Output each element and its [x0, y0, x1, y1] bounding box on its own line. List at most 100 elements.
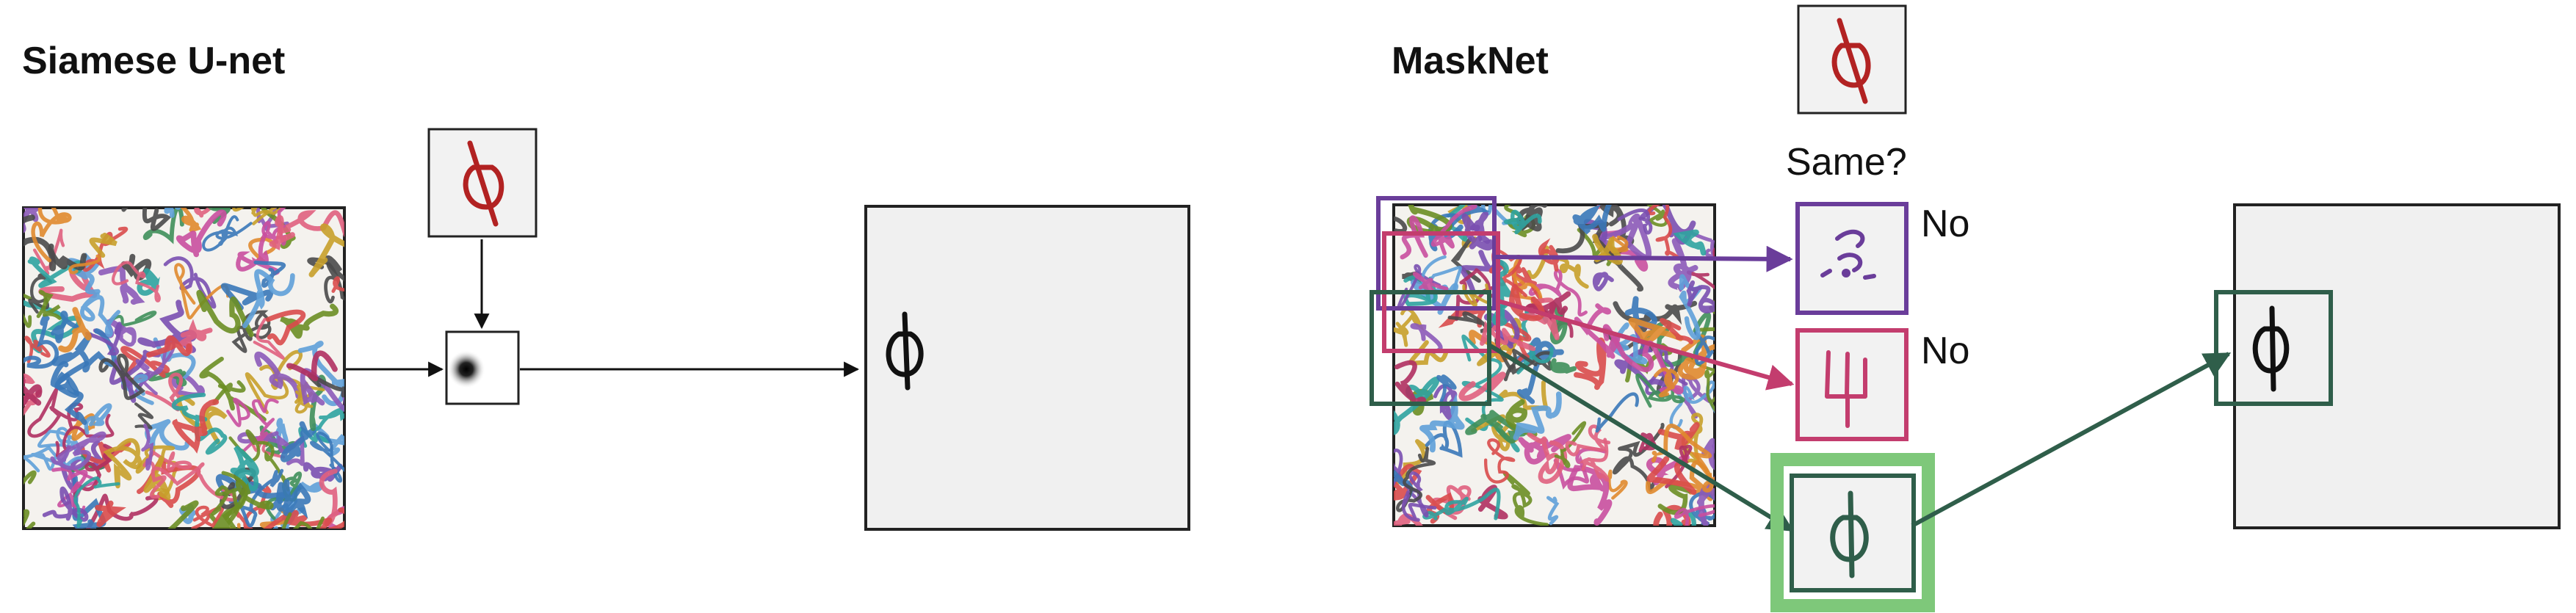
clutter-stroke [145, 372, 183, 412]
clutter-stroke [1419, 393, 1465, 453]
clutter-stroke [32, 228, 65, 275]
clutter-stroke [1660, 318, 1693, 344]
clutter-stroke [1668, 238, 1698, 292]
clutter-stroke [275, 418, 289, 446]
clutter-stroke [1549, 358, 1577, 374]
clutter-stroke [121, 208, 172, 231]
clutter-stroke [221, 479, 274, 529]
clutter-stroke [167, 500, 199, 529]
clutter-stroke [1436, 374, 1457, 403]
clutter-stroke [54, 360, 90, 425]
clutter-stroke [1657, 485, 1693, 515]
clutter-stroke [89, 232, 117, 258]
gaussian-blob-icon [447, 350, 485, 388]
clutter-stroke [1394, 307, 1425, 347]
clutter-stroke [1480, 316, 1536, 352]
clutter-stroke [1593, 213, 1652, 261]
candidate-purple-answer: No [1921, 203, 1969, 245]
clutter-stroke [1674, 504, 1715, 526]
clutter-stroke [196, 289, 254, 338]
right-query-template [1797, 4, 1907, 115]
clutter-stroke [103, 438, 142, 489]
clutter-stroke [1592, 272, 1614, 291]
clutter-stroke [1635, 373, 1685, 408]
right-clutter-image [1392, 203, 1716, 527]
clutter-stroke [1433, 384, 1458, 421]
clutter-stroke [42, 486, 89, 522]
clutter-stroke [1628, 317, 1684, 344]
clutter-stroke [1538, 238, 1560, 272]
clutter-stroke [146, 335, 192, 358]
pink-candidate-arrow [1497, 299, 1795, 391]
clutter-stroke [230, 445, 259, 492]
clutter-stroke [24, 335, 51, 363]
clutter-stroke [1673, 229, 1707, 256]
candidate-pink [1795, 328, 1909, 441]
clutter-stroke [310, 431, 344, 483]
left-output-panel [864, 205, 1190, 531]
clutter-stroke [1422, 487, 1501, 520]
clutter-stroke [1617, 208, 1653, 235]
clutter-stroke [277, 210, 344, 237]
clutter-stroke [23, 214, 57, 272]
clutter-stroke [1572, 205, 1613, 235]
clutter-stroke [263, 507, 344, 529]
masknet-title: MaskNet [1392, 40, 1549, 82]
clutter-stroke [1450, 236, 1481, 283]
right-query-phi-icon [1831, 18, 1871, 104]
clutter-stroke [228, 468, 284, 528]
clutter-stroke [300, 368, 344, 412]
clutter-stroke [1595, 392, 1639, 433]
candidate-pink-answer: No [1921, 330, 1969, 372]
same-question-label: Same? [1786, 141, 1907, 184]
clutter-stroke [220, 283, 274, 311]
clutter-stroke [1396, 446, 1436, 512]
clutter-stroke [164, 208, 181, 218]
left-output-phi-icon [886, 311, 924, 391]
clutter-stroke [1665, 444, 1693, 489]
clutter-stroke [31, 208, 72, 263]
clutter-stroke [174, 263, 230, 320]
clutter-stroke [51, 328, 117, 373]
clutter-stroke [1607, 469, 1628, 500]
clutter-stroke [286, 350, 338, 382]
clutter-stroke [51, 311, 79, 344]
clutter-stroke [1410, 323, 1443, 354]
clutter-stroke [308, 223, 344, 278]
clutter-stroke [1394, 513, 1423, 526]
clutter-stroke [50, 431, 106, 471]
left-clutter-scribbles [23, 208, 344, 529]
clutter-stroke [23, 374, 43, 408]
left-query-phi-icon [463, 140, 504, 227]
candidate-purple [1795, 202, 1909, 315]
clutter-stroke [1651, 424, 1715, 493]
clutter-stroke [179, 208, 202, 233]
clutter-stroke [1401, 490, 1437, 522]
clutter-stroke [95, 500, 126, 527]
clutter-stroke [191, 505, 225, 529]
clutter-stroke [23, 293, 32, 328]
clutter-stroke [1394, 463, 1422, 501]
clutter-stroke [242, 269, 295, 329]
clutter-stroke [134, 402, 154, 429]
window-green [1370, 290, 1491, 406]
clutter-stroke [1413, 272, 1449, 291]
clutter-stroke [1592, 233, 1623, 265]
clutter-stroke [23, 445, 85, 473]
clutter-stroke [211, 471, 251, 516]
clutter-stroke [1484, 438, 1516, 484]
clutter-stroke [1686, 280, 1715, 313]
clutter-stroke [202, 215, 253, 252]
candidate-green-match [1770, 453, 1935, 612]
match-highlight [1770, 453, 1935, 612]
clutter-stroke [1694, 331, 1715, 366]
clutter-stroke [171, 393, 228, 455]
clutter-stroke [1654, 367, 1679, 398]
clutter-stroke [98, 353, 146, 400]
clutter-stroke [68, 254, 101, 275]
clutter-stroke [265, 309, 306, 346]
clutter-stroke [1502, 471, 1549, 526]
clutter-stroke [1669, 380, 1715, 429]
clutter-stroke [1397, 264, 1441, 311]
